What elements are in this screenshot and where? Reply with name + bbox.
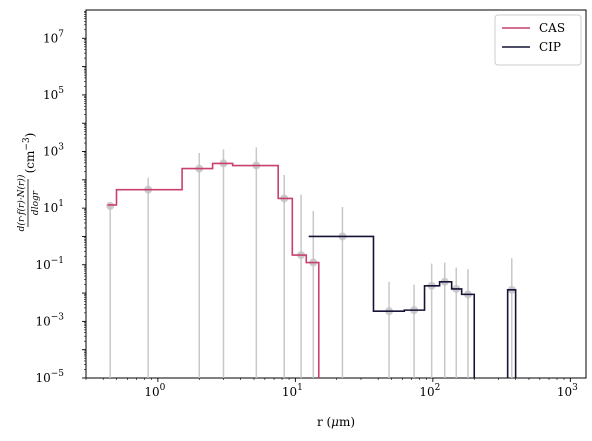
legend-label-cip: CIP — [539, 40, 561, 54]
x-tick-label-2: 102 — [419, 383, 440, 399]
svg-text:d(r·f(r)·N(r)): d(r·f(r)·N(r)) — [16, 174, 27, 231]
legend: CAS CIP — [494, 14, 582, 66]
series-line-cas — [107, 162, 320, 378]
series-lines — [107, 162, 517, 378]
data-point-0 — [106, 201, 115, 210]
x-tick-label-0: 100 — [144, 383, 165, 399]
y-axis-ticks: 10−5 10−3 10−1 101 103 105 107 — [35, 10, 86, 385]
svg-text:dlogr: dlogr — [31, 190, 41, 215]
legend-label-cas: CAS — [539, 21, 565, 35]
x-axis-ticks: 100 101 102 103 — [85, 378, 578, 399]
svg-text:(cm−3): (cm−3) — [22, 133, 37, 174]
series-cip — [308, 235, 517, 378]
data-markers — [106, 159, 516, 316]
y-tick-label-2: 10−1 — [35, 256, 64, 272]
x-tick-label-3: 103 — [557, 383, 578, 399]
y-tick-label-5: 105 — [43, 86, 64, 102]
x-axis-label: r (μm) — [317, 415, 355, 429]
y-tick-label-6: 107 — [43, 29, 64, 45]
y-tick-label-0: 10−5 — [35, 369, 64, 385]
y-tick-label-1: 10−3 — [35, 312, 64, 328]
series-cas — [107, 162, 320, 378]
y-tick-label-4: 103 — [43, 143, 64, 159]
x-tick-label-1: 101 — [282, 383, 303, 399]
y-axis-label: d(r·f(r)·N(r)) dlogr (cm−3) — [16, 133, 41, 232]
plot-frame — [85, 9, 587, 379]
series-line-cip — [308, 235, 517, 378]
y-tick-label-3: 101 — [43, 199, 64, 215]
